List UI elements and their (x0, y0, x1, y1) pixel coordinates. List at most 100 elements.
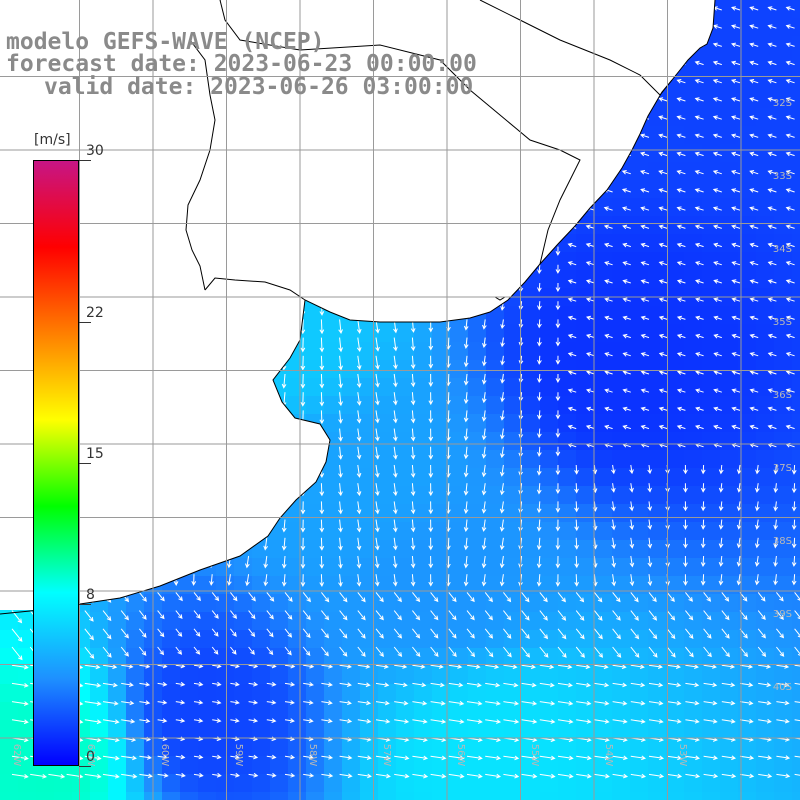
wind-speed-cell (630, 306, 648, 324)
wind-speed-cell (450, 414, 468, 432)
wind-arrow (713, 224, 722, 230)
wind-speed-cell (396, 378, 414, 396)
wind-speed-cell (234, 558, 252, 576)
wind-speed-cell (342, 558, 360, 576)
wind-arrow (248, 718, 259, 723)
wind-speed-cell (90, 666, 108, 684)
wind-arrow (84, 719, 102, 725)
wind-speed-cell (558, 396, 576, 414)
wind-arrow (713, 370, 722, 375)
wind-arrow (557, 610, 567, 621)
wind-arrow (284, 592, 293, 603)
wind-speed-cell (450, 450, 468, 468)
wind-arrow (676, 224, 686, 230)
wind-arrow (712, 133, 722, 139)
wind-arrow (300, 373, 306, 389)
wind-speed-cell (630, 342, 648, 360)
wind-speed-cell (720, 522, 738, 540)
wind-speed-cell (396, 720, 414, 738)
wind-speed-cell (792, 90, 800, 108)
wind-arrow (430, 628, 439, 639)
title-model: modelo GEFS-WAVE (NCEP) (6, 29, 325, 55)
wind-arrow (785, 151, 795, 157)
wind-speed-cell (792, 666, 800, 684)
wind-speed-cell (576, 558, 594, 576)
wind-arrow (767, 206, 777, 211)
longitude-label: 61W (85, 744, 96, 767)
wind-arrow (555, 319, 561, 329)
wind-arrow (356, 555, 362, 569)
wind-arrow (339, 646, 348, 657)
wind-arrow (767, 79, 777, 84)
wind-speed-cell (792, 126, 800, 144)
wind-arrow (604, 242, 613, 248)
wind-speed-cell (198, 648, 216, 666)
wind-speed-cell (702, 720, 720, 738)
wind-arrow (685, 700, 700, 706)
wind-arrow (694, 60, 704, 66)
wind-speed-cell (432, 792, 450, 800)
wind-speed-cell (396, 774, 414, 792)
wind-arrow (121, 682, 134, 687)
wind-speed-cell (252, 774, 270, 792)
wind-speed-cell (522, 414, 540, 432)
wind-arrow (356, 483, 362, 497)
wind-arrow (356, 519, 362, 533)
wind-arrow (794, 682, 800, 685)
wind-speed-cell (306, 630, 324, 648)
wind-arrow (749, 206, 759, 211)
wind-arrow (585, 406, 595, 412)
wind-speed-cell (720, 90, 738, 108)
wind-arrow (604, 279, 613, 284)
wind-speed-cell (774, 648, 792, 666)
wind-speed-cell (522, 342, 540, 360)
wind-arrow (321, 718, 333, 724)
wind-speed-cell (540, 702, 558, 720)
wind-speed-cell (612, 558, 630, 576)
wind-speed-cell (396, 522, 414, 540)
wind-speed-cell (648, 504, 666, 522)
wind-speed-cell (432, 486, 450, 504)
wind-arrow (266, 681, 277, 687)
wind-arrow (713, 424, 722, 430)
wind-arrow (230, 754, 240, 760)
wind-arrow (539, 719, 556, 724)
wind-arrow (749, 97, 759, 102)
wind-speed-cell (720, 360, 738, 378)
wind-arrow (612, 628, 621, 640)
wind-speed-cell (792, 738, 800, 756)
wind-speed-cell (468, 666, 486, 684)
wind-speed-cell (792, 612, 800, 630)
wind-speed-cell (540, 756, 558, 774)
wind-arrow (773, 501, 779, 512)
wind-arrow (731, 370, 741, 375)
wind-speed-cell (180, 630, 198, 648)
wind-arrow (356, 337, 362, 353)
wind-speed-cell (0, 756, 18, 774)
wind-speed-cell (0, 774, 18, 792)
wind-speed-cell (540, 666, 558, 684)
wind-arrow (700, 519, 706, 530)
wind-arrow (521, 592, 530, 603)
wind-arrow (658, 97, 668, 102)
wind-arrow (338, 464, 343, 478)
wind-arrow (466, 610, 475, 621)
wind-speed-cell (666, 468, 684, 486)
wind-speed-cell (576, 576, 594, 594)
title-forecast-date: forecast date: 2023-06-23 00:00:00 (6, 51, 477, 77)
wind-arrow (248, 772, 259, 778)
wind-speed-cell (630, 504, 648, 522)
wind-speed-cell (594, 702, 612, 720)
wind-speed-cell (522, 720, 540, 738)
wind-speed-cell (738, 360, 756, 378)
wind-speed-cell (414, 468, 432, 486)
wind-speed-cell (720, 144, 738, 162)
wind-arrow (430, 719, 447, 724)
wind-arrow (557, 755, 574, 761)
wind-arrow (767, 24, 777, 29)
wind-arrow (767, 42, 777, 48)
wind-speed-cell (630, 414, 648, 432)
wind-arrow (767, 424, 777, 430)
wind-speed-cell (450, 594, 468, 612)
wind-speed-cell (288, 612, 306, 630)
